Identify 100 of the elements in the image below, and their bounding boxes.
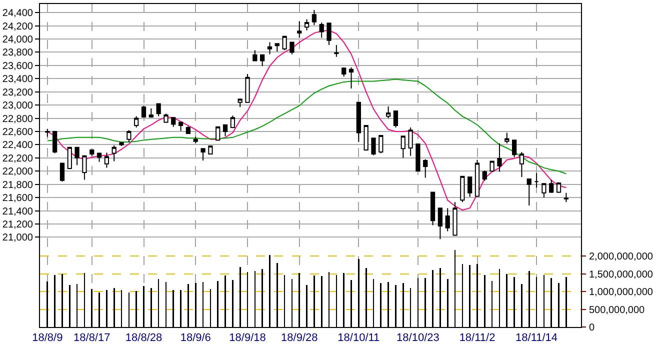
candlestick (497, 142, 502, 172)
candlestick (416, 144, 420, 172)
candlestick (245, 74, 250, 103)
x-tick-label: 18/9/6 (180, 332, 211, 344)
candlestick (193, 136, 198, 144)
y-tick-label: 21,000 (2, 232, 34, 244)
y2-tick-label: 1,500,000,000 (589, 269, 654, 280)
y-tick-label: 22,600 (2, 126, 34, 138)
y-tick-label: 21,400 (2, 206, 34, 218)
candlestick (74, 146, 80, 166)
candlestick (282, 35, 287, 51)
candlestick (364, 125, 368, 152)
x-tick-label: 18/8/28 (125, 332, 162, 344)
candlestick (96, 152, 102, 162)
candlestick (112, 144, 116, 162)
candlestick (482, 170, 487, 182)
candlestick (216, 126, 220, 142)
candlestick (474, 159, 480, 197)
x-tick-label: 18/8/17 (74, 332, 110, 344)
candlestick (334, 44, 339, 58)
y-tick-label: 23,400 (2, 74, 34, 86)
x-tick-label: 18/9/18 (229, 332, 266, 344)
x-tick-label: 18/10/11 (338, 332, 380, 344)
candlestick (104, 152, 110, 168)
candlestick (549, 179, 554, 194)
y-tick-label: 21,600 (2, 193, 34, 204)
candlestick (393, 110, 398, 128)
candlestick (504, 132, 510, 144)
candlestick (208, 146, 213, 154)
candlestick (252, 50, 258, 62)
y-tick-label: 24,000 (2, 34, 34, 46)
candlestick (238, 98, 242, 108)
candlestick (356, 102, 361, 143)
candlestick (430, 192, 436, 226)
candlestick (348, 66, 354, 90)
candlestick (171, 116, 176, 128)
candlestick (134, 116, 139, 128)
y2-tick-label: 2,000,000,000 (589, 252, 654, 263)
candlestick (445, 208, 450, 232)
candlestick (297, 20, 302, 38)
candlestick (312, 9, 317, 26)
candlestick (526, 178, 532, 206)
y-tick-label: 23,000 (2, 100, 34, 112)
candlestick (304, 18, 310, 31)
candlestick (141, 105, 146, 118)
y-tick-label: 21,200 (2, 219, 34, 230)
candlestick (519, 151, 524, 178)
x-tick-label: 18/8/9 (32, 332, 63, 344)
candlestick (82, 154, 87, 180)
line-series (46, 30, 567, 211)
candlestick (460, 176, 465, 203)
candlestick (556, 182, 562, 194)
y-tick-label: 21,800 (2, 180, 34, 191)
candlestick (564, 192, 568, 203)
y-tick-label: 23,200 (2, 87, 34, 98)
y-tick-label: 22,200 (2, 153, 34, 164)
candlestick (400, 136, 406, 158)
candlestick (200, 148, 206, 162)
candlestick (534, 172, 539, 188)
candlestick (164, 113, 168, 124)
y-tick-label: 22,000 (2, 166, 34, 178)
candlestick (408, 127, 413, 156)
candlestick (378, 134, 384, 154)
candlestick (156, 103, 161, 117)
y2-tick-label: 500,000,000 (589, 304, 646, 316)
candlestick (468, 176, 472, 198)
x-tick-label: 18/11/14 (516, 332, 558, 344)
candlestick (438, 208, 443, 240)
y2-tick-label: 0 (589, 322, 595, 334)
candlestick (542, 183, 546, 198)
candlestick (230, 115, 235, 129)
candlestick (274, 43, 280, 52)
x-tick-label: 18/10/23 (396, 332, 440, 344)
y-tick-label: 23,600 (2, 60, 34, 72)
candlestick (119, 142, 124, 147)
candlestick (371, 138, 376, 156)
candlestick (222, 124, 228, 137)
candlestick (60, 162, 65, 182)
candlestick (267, 42, 272, 55)
candlestick (386, 106, 391, 119)
candlestick (512, 140, 517, 158)
candlestick (148, 108, 154, 118)
candlestick (423, 158, 428, 178)
candlestick (326, 22, 332, 46)
line-series (46, 78, 567, 174)
candlestick (260, 54, 265, 67)
candlestick (186, 126, 191, 134)
candlestick (319, 22, 324, 38)
candlestick (45, 128, 50, 138)
y2-tick-label: 1,000,000,000 (589, 287, 654, 298)
candlestick (342, 66, 346, 78)
x-tick-label: 18/11/2 (459, 332, 496, 344)
candlestick (67, 146, 72, 170)
candlestick (126, 130, 132, 143)
y-tick-label: 23,800 (2, 48, 34, 59)
candlestick (90, 148, 94, 156)
y-tick-label: 24,400 (2, 8, 34, 20)
candlestick (452, 202, 458, 236)
candlestick (178, 122, 184, 132)
y-tick-label: 22,800 (2, 114, 34, 125)
